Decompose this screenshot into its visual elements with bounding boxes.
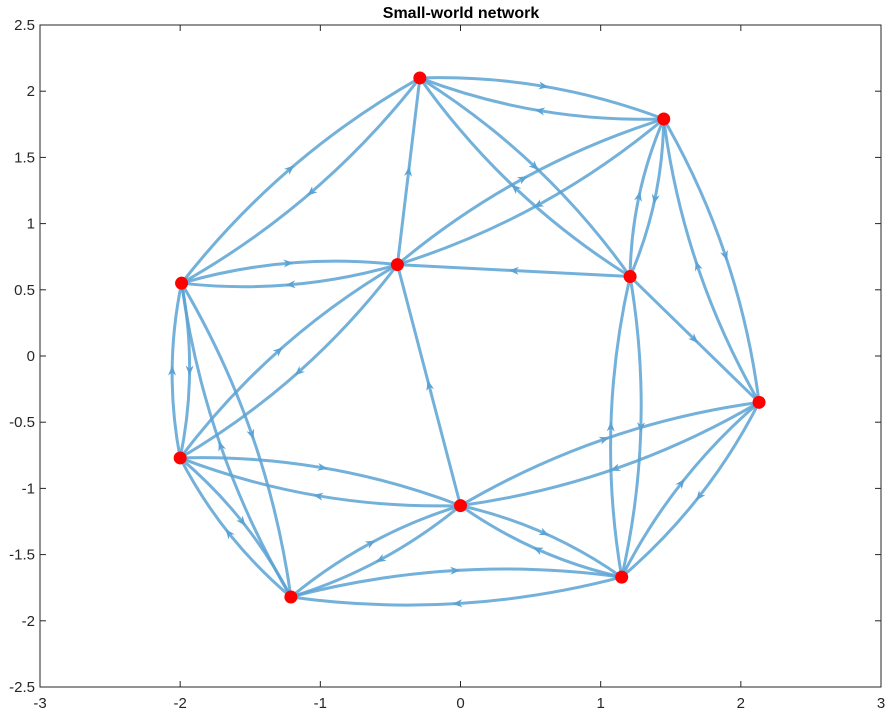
y-tick-label: -2 — [22, 613, 35, 630]
node-1 — [454, 499, 467, 513]
arrow-4-3 — [236, 515, 246, 526]
nodes-layer — [173, 71, 766, 604]
arrow-10-1 — [610, 463, 621, 472]
x-tick-label: 2 — [737, 695, 745, 712]
arrow-10-2 — [696, 490, 706, 501]
node-3 — [284, 590, 298, 604]
x-axis: -3 -2 -1 0 1 2 3 — [33, 25, 885, 712]
arrow-1-3 — [375, 553, 387, 563]
node-6 — [390, 258, 404, 272]
arrow-5-7 — [284, 165, 295, 175]
y-axis: 2.5 2 1.5 1 0.5 0 -0.5 -1 -1.5 -2 -2.5 — [9, 17, 881, 696]
arrow-6-7 — [404, 166, 413, 177]
arrow-9-2 — [637, 422, 646, 433]
arrow-9-8 — [634, 191, 642, 202]
node-10 — [752, 395, 766, 409]
arrow-3-4 — [225, 529, 235, 540]
arrow-1-4 — [313, 492, 324, 501]
y-tick-label: 1 — [27, 216, 35, 233]
arrow-4-5 — [168, 365, 177, 376]
arrow-3-1 — [364, 540, 376, 549]
arrow-7-5 — [307, 186, 318, 196]
arrow-5-4 — [185, 365, 194, 376]
arrow-3-2 — [450, 566, 461, 575]
arrow-1-6 — [426, 380, 435, 391]
arrow-2-3 — [452, 599, 463, 608]
arrow-1-10 — [598, 436, 610, 445]
node-7 — [413, 71, 427, 85]
arrow-2-10 — [675, 478, 685, 490]
arrow-8-7 — [534, 107, 546, 116]
arrow-7-9 — [528, 160, 539, 171]
x-tick-label: 3 — [877, 695, 885, 712]
x-tick-label: 1 — [596, 695, 604, 712]
x-tick-label: -3 — [33, 695, 46, 712]
y-tick-label: -0.5 — [9, 414, 35, 431]
y-tick-label: -1 — [22, 480, 35, 497]
arrow-8-9 — [651, 193, 660, 205]
arrow-3-5 — [218, 440, 226, 452]
arrow-10-8 — [695, 260, 703, 272]
node-8 — [657, 112, 671, 126]
arrow-9-6 — [508, 266, 519, 275]
node-9 — [623, 270, 637, 284]
arrow-5-6 — [283, 259, 294, 268]
edges-layer — [168, 76, 761, 608]
node-2 — [615, 570, 629, 584]
y-tick-label: 2.5 — [14, 17, 35, 34]
node-5 — [175, 276, 189, 290]
arrow-9-10 — [688, 333, 699, 343]
arrow-7-8 — [538, 81, 549, 90]
node-4 — [173, 451, 187, 465]
arrow-6-4 — [294, 365, 305, 376]
x-tick-label: -2 — [173, 695, 186, 712]
y-tick-label: -2.5 — [9, 679, 35, 696]
arrow-1-2 — [538, 527, 550, 536]
y-tick-label: 2 — [27, 83, 35, 100]
y-tick-label: -1.5 — [9, 547, 35, 564]
arrow-9-7 — [511, 184, 522, 195]
arrow-4-1 — [317, 462, 328, 471]
plot-area — [39, 24, 882, 688]
y-tick-label: 0 — [27, 348, 35, 365]
arrow-4-6 — [272, 347, 283, 357]
arrow-8-10 — [720, 249, 728, 261]
chart-title: Small-world network — [383, 5, 540, 22]
arrow-5-3 — [246, 428, 255, 440]
arrow-2-1 — [532, 547, 544, 556]
arrow-6-5 — [285, 280, 296, 289]
y-tick-label: 1.5 — [14, 149, 35, 166]
y-tick-label: 0.5 — [14, 282, 35, 299]
x-tick-label: -1 — [314, 695, 327, 712]
arrow-2-9 — [606, 421, 615, 432]
x-tick-label: 0 — [456, 695, 464, 712]
arrow-6-8 — [516, 176, 528, 185]
